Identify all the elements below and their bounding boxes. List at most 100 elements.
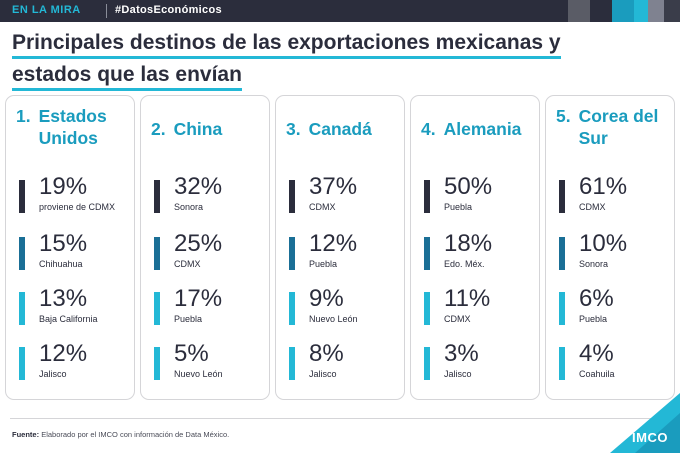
state-entry: 17% Puebla: [154, 286, 269, 328]
state-entry: 8% Jalisco: [289, 340, 404, 383]
banner-divider: [106, 4, 107, 18]
section-label: EN LA MIRA: [12, 4, 81, 16]
entry-bar: [154, 292, 160, 325]
state-entry: 12% Jalisco: [19, 340, 134, 383]
destination-heading: 4. Alemania: [421, 118, 539, 140]
destination-rank: 3.: [286, 119, 301, 139]
state-entry: 9% Nuevo León: [289, 285, 404, 328]
entry-bar: [424, 347, 430, 380]
footer-divider: [10, 418, 670, 419]
imco-logo: IMCO: [632, 430, 668, 445]
entry-percentage: 32%: [174, 173, 223, 200]
color-swatch: [664, 0, 680, 22]
destination-heading: 5. Corea del Sur: [556, 105, 674, 149]
state-entry: 5% Nuevo León: [154, 340, 269, 383]
color-swatch: [612, 0, 634, 22]
entry-state: Edo. Méx.: [444, 259, 485, 269]
entry-state: Baja California: [39, 314, 98, 324]
entry-bar: [424, 292, 430, 325]
title-line-1: Principales destinos de las exportacione…: [12, 30, 561, 59]
entry-bar: [289, 292, 295, 325]
entry-percentage: 15%: [39, 230, 88, 257]
state-entry: 32% Sonora: [154, 173, 269, 216]
destination-rank: 5.: [556, 106, 571, 126]
title-line-2: estados que las envían: [12, 62, 242, 91]
entry-bar: [424, 237, 430, 270]
source-text: Elaborado por el IMCO con información de…: [41, 430, 230, 439]
entry-bar: [19, 237, 25, 270]
entry-percentage: 6%: [579, 285, 614, 312]
entry-percentage: 25%: [174, 230, 223, 257]
source-label: Fuente:: [12, 430, 40, 439]
destination-heading: 1. Estados Unidos: [16, 105, 134, 149]
entry-bar: [154, 347, 160, 380]
destination-heading: 2. China: [151, 118, 269, 140]
entry-state: Puebla: [579, 314, 608, 324]
entry-bar: [559, 237, 565, 270]
destination-card: 4. Alemania 50% Puebla 18% Edo. Méx. 11% CDMX 3%…: [410, 95, 540, 400]
entry-percentage: 13%: [39, 285, 88, 312]
color-swatch: [634, 0, 648, 22]
state-entry: 15% Chihuahua: [19, 230, 134, 273]
state-entry: 6% Puebla: [559, 285, 674, 328]
entry-bar: [19, 292, 25, 325]
destination-name: China: [173, 119, 223, 139]
corner-decoration: [610, 393, 680, 453]
hashtag-label: #DatosEconómicos: [115, 4, 222, 16]
state-entry: 10% Sonora: [559, 230, 674, 273]
entry-percentage: 12%: [309, 230, 358, 257]
state-entry: 3% Jalisco: [424, 340, 539, 383]
entry-percentage: 18%: [444, 230, 493, 257]
entry-state: proviene de CDMX: [39, 202, 116, 212]
state-entry: 12% Puebla: [289, 230, 404, 273]
destination-card: 2. China 32% Sonora 25% CDMX 17% Puebla 5% Nuevo …: [140, 95, 270, 400]
destination-heading: 3. Canadá: [286, 118, 404, 140]
entry-bar: [559, 292, 565, 325]
entry-state: Nuevo León: [309, 314, 358, 324]
entry-state: CDMX: [174, 259, 201, 269]
entry-state: Jalisco: [444, 369, 472, 379]
entry-percentage: 4%: [579, 340, 614, 367]
destination-rank: 1.: [16, 106, 31, 126]
state-entry: 61% CDMX: [559, 173, 674, 216]
entry-state: Sonora: [174, 202, 204, 212]
entry-percentage: 8%: [309, 340, 344, 367]
color-swatch: [568, 0, 590, 22]
page-title: Principales destinos de las exportacione…: [12, 30, 612, 94]
entry-state: Puebla: [444, 202, 473, 212]
entry-bar: [289, 180, 295, 213]
entry-percentage: 50%: [444, 173, 493, 200]
state-entry: 13% Baja California: [19, 285, 134, 328]
state-entry: 50% Puebla: [424, 173, 539, 216]
entry-bar: [424, 180, 430, 213]
color-swatch: [648, 0, 664, 22]
entry-state: CDMX: [444, 314, 471, 324]
entry-percentage: 10%: [579, 230, 628, 257]
destination-name: Estados Unidos: [38, 106, 107, 148]
entry-state: CDMX: [309, 202, 336, 212]
entry-state: Nuevo León: [174, 369, 223, 379]
entry-state: Sonora: [579, 259, 609, 269]
entry-percentage: 9%: [309, 285, 344, 312]
entry-state: Jalisco: [39, 369, 67, 379]
entry-percentage: 12%: [39, 340, 88, 367]
entry-percentage: 11%: [444, 285, 491, 312]
entry-percentage: 61%: [579, 173, 628, 200]
state-entry: 37% CDMX: [289, 173, 404, 216]
destination-name: Corea del Sur: [578, 106, 659, 148]
color-swatch: [590, 0, 612, 22]
destination-name: Alemania: [443, 119, 522, 139]
entry-bar: [559, 180, 565, 213]
top-banner: EN LA MIRA #DatosEconómicos: [0, 0, 680, 22]
entry-bar: [289, 347, 295, 380]
entry-state: Puebla: [309, 259, 338, 269]
state-entry: 4% Coahuila: [559, 340, 674, 383]
entry-percentage: 5%: [174, 340, 209, 367]
entry-bar: [559, 347, 565, 380]
entry-percentage: 3%: [444, 340, 479, 367]
entry-percentage: 37%: [309, 173, 358, 200]
state-entry: 25% CDMX: [154, 230, 269, 273]
entry-state: Puebla: [174, 314, 203, 324]
destination-rank: 2.: [151, 119, 166, 139]
destination-card: 3. Canadá 37% CDMX 12% Puebla 9% Nuevo León 8% Ja…: [275, 95, 405, 400]
